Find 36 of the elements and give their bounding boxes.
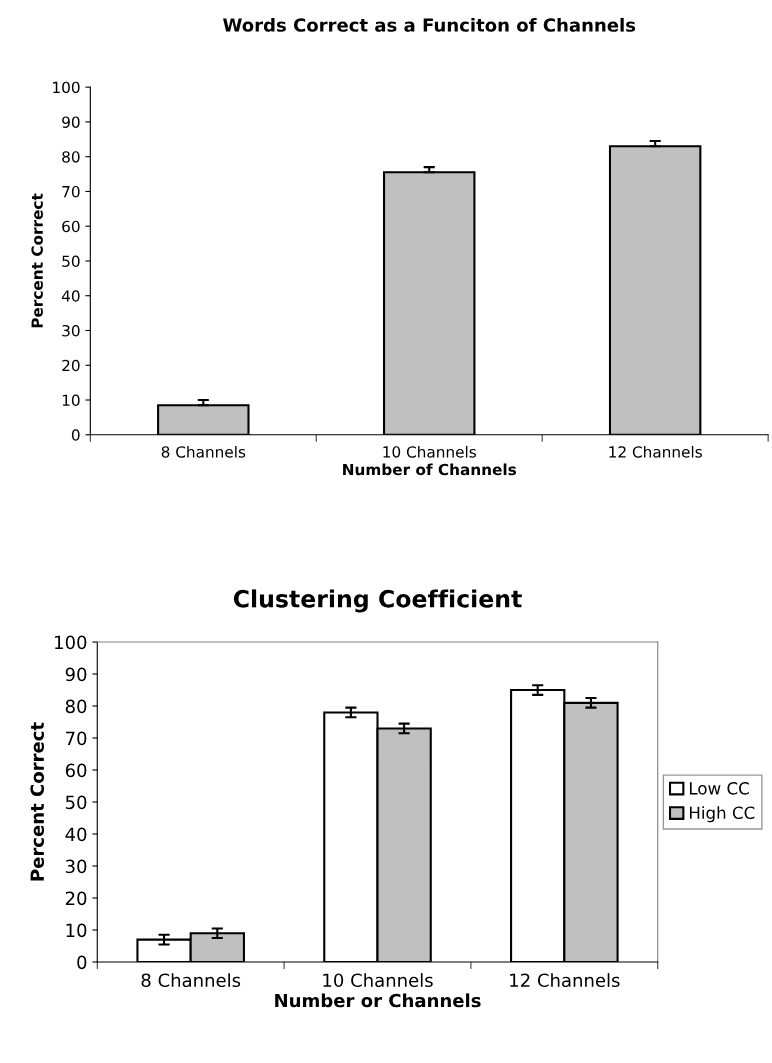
y-tick-label: 80 xyxy=(65,699,87,714)
y-tick-label: 10 xyxy=(66,923,87,938)
y-tick-label: 70 xyxy=(66,731,87,746)
x-tick-label: 8 Channels xyxy=(141,973,241,988)
y-tick-label: 50 xyxy=(65,795,87,810)
y-tick-label: 100 xyxy=(55,635,87,650)
x-tick-label: 12 Channels xyxy=(510,973,620,988)
y-tick-label: 30 xyxy=(62,324,80,337)
y-axis-title: Percent Correct xyxy=(31,193,43,328)
legend-label: High CC xyxy=(689,806,755,823)
y-tick-label: 50 xyxy=(62,255,80,267)
y-tick-label: 20 xyxy=(65,891,87,906)
x-tick-label: 12 Channels xyxy=(609,445,702,458)
y-tick-label: 80 xyxy=(62,151,80,163)
x-tick-label: 8 Channels xyxy=(161,445,246,458)
y-tick-label: 60 xyxy=(62,220,80,233)
x-axis-title: Number of Channels xyxy=(343,463,517,476)
chart-title: Clustering Coefficient xyxy=(233,589,522,613)
y-tick-label: 100 xyxy=(53,81,80,94)
x-axis-title: Number or Channels xyxy=(275,993,481,1008)
y-tick-label: 0 xyxy=(77,955,87,970)
y-tick-label: 70 xyxy=(62,185,80,198)
x-tick-label: 10 Channels xyxy=(383,445,476,458)
y-tick-label: 60 xyxy=(65,763,87,778)
y-tick-label: 90 xyxy=(62,116,80,128)
chart-title: Words Correct as a Funciton of Channels xyxy=(223,17,636,32)
legend-label: Low CC xyxy=(689,782,749,795)
x-tick-label: 10 Channels xyxy=(323,973,433,988)
y-tick-label: 30 xyxy=(65,859,87,874)
y-tick-label: 10 xyxy=(62,394,80,407)
y-tick-label: 40 xyxy=(61,290,80,302)
y-tick-label: 40 xyxy=(65,827,87,842)
y-tick-label: 0 xyxy=(71,429,80,441)
y-tick-label: 90 xyxy=(65,667,87,682)
y-tick-label: 20 xyxy=(62,359,80,372)
y-axis-title: Percent Correct xyxy=(30,722,45,881)
